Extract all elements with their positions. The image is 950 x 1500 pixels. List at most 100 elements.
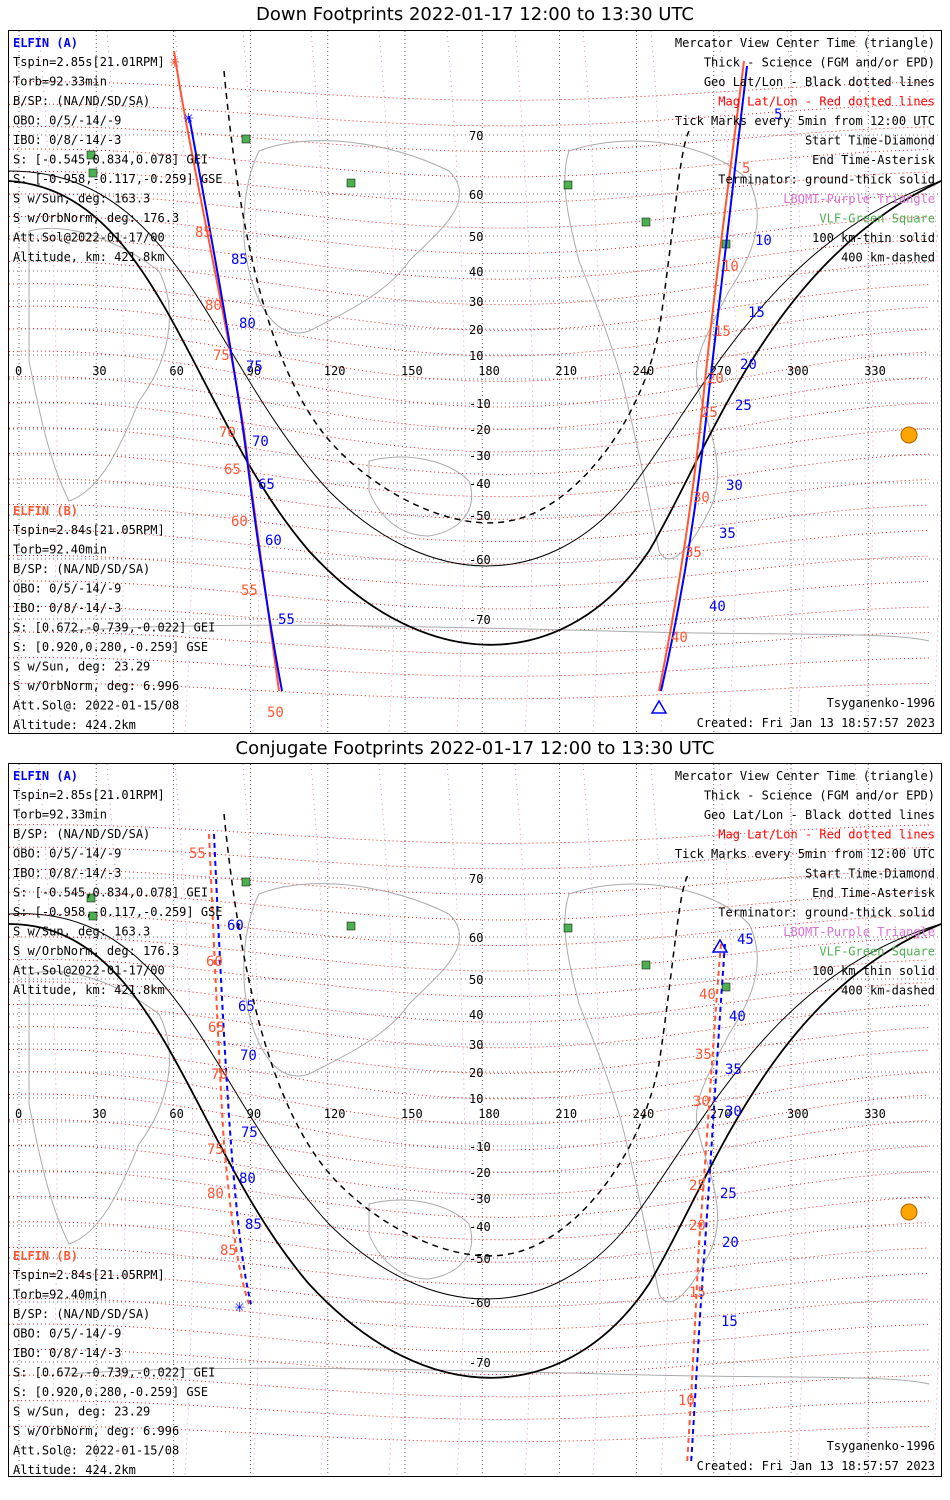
track-time-tick-label: 15 bbox=[721, 1314, 738, 1330]
vlf-station-marker bbox=[88, 168, 98, 178]
legend-line: VLF-Green Square bbox=[819, 945, 935, 959]
geo-latitude-label: 70 bbox=[469, 872, 483, 886]
mag-meridian-line bbox=[514, 764, 534, 1476]
mag-latitude-line bbox=[9, 1119, 930, 1173]
mag-meridian-line bbox=[310, 31, 330, 733]
geo-longitude-label: 360 bbox=[941, 1107, 942, 1121]
elfin-a-info-line: Att.Sol@2022-01-17/00 bbox=[13, 964, 165, 978]
geo-latitude-label: 10 bbox=[469, 349, 483, 363]
mag-latitude-line bbox=[9, 1298, 930, 1330]
elfin-b-info-line: Tspin=2.84s[21.05RPM] bbox=[13, 523, 165, 537]
terminator-400km-line bbox=[223, 70, 690, 524]
track-elfin-b-line bbox=[660, 65, 748, 692]
geo-longitude-label: 240 bbox=[633, 364, 655, 378]
vlf-station-marker bbox=[346, 921, 356, 931]
track-time-tick-label: 75 bbox=[207, 1142, 224, 1158]
geo-latitude-label: -60 bbox=[469, 553, 491, 567]
track-time-tick-label: 80 bbox=[207, 1186, 224, 1202]
geo-longitude-label: 60 bbox=[169, 364, 183, 378]
track-time-tick-label: 85 bbox=[195, 225, 212, 241]
vlf-station-marker bbox=[86, 893, 96, 903]
track-time-tick-label: 80 bbox=[239, 316, 256, 332]
geo-latitude-label: -30 bbox=[469, 1192, 491, 1206]
elfin-a-info-line: Tspin=2.85s[21.01RPM] bbox=[13, 55, 165, 69]
vlf-station-marker bbox=[241, 877, 251, 887]
elfin-b-info-line: B/SP: (NA/ND/SD/SA) bbox=[13, 562, 150, 576]
geo-latitude-label: -10 bbox=[469, 397, 491, 411]
terminator-400km-line bbox=[223, 813, 690, 1257]
end-asterisk-icon: ✳ bbox=[234, 1296, 245, 1317]
continent-outline bbox=[368, 456, 473, 537]
track-time-tick-label: 70 bbox=[219, 425, 236, 441]
elfin-b-info-line: S: [0.672,-0.739,-0.022] GEI bbox=[13, 1366, 215, 1380]
geo-longitude-label: 150 bbox=[401, 1107, 423, 1121]
elfin-b-info-line: Tspin=2.84s[21.05RPM] bbox=[13, 1268, 165, 1282]
mag-latitude-line bbox=[9, 824, 930, 844]
continent-outline bbox=[368, 1199, 473, 1280]
geo-latitude-label: -50 bbox=[469, 1252, 491, 1266]
geo-latitude-label: 70 bbox=[469, 129, 483, 143]
legend-line: Geo Lat/Lon - Black dotted lines bbox=[704, 808, 935, 822]
geo-latitude-label: 60 bbox=[469, 188, 483, 202]
mag-latitude-line bbox=[9, 1400, 930, 1420]
mag-meridian-line bbox=[514, 31, 534, 733]
track-time-tick-label: 50 bbox=[267, 705, 284, 721]
track-time-tick-label: 30 bbox=[693, 1094, 710, 1110]
track-time-tick-label: 55 bbox=[189, 846, 206, 862]
terminator-100km-line bbox=[9, 913, 941, 1300]
mag-latitude-line bbox=[9, 81, 930, 101]
mag-latitude-line bbox=[9, 682, 930, 700]
track-time-tick-label: 30 bbox=[725, 1104, 742, 1120]
legend-line: Terminator: ground-thick solid bbox=[718, 906, 935, 920]
track-time-tick-label: 5 bbox=[774, 107, 782, 123]
geo-longitude-label: 330 bbox=[864, 364, 886, 378]
legend-line: Mercator View Center Time (triangle) bbox=[675, 36, 935, 50]
continent-outline bbox=[243, 140, 461, 334]
vlf-station-marker bbox=[88, 911, 98, 921]
legend-line: Thick - Science (FGM and/or EPD) bbox=[704, 789, 935, 803]
elfin-a-info-line: IBO: 0/8/-14/-3 bbox=[13, 133, 121, 147]
mag-latitude-line bbox=[9, 657, 930, 677]
track-time-tick-label: 60 bbox=[265, 533, 282, 549]
mag-latitude-line bbox=[9, 1093, 930, 1151]
track-time-tick-label: 55 bbox=[278, 612, 295, 628]
geo-latitude-label: -70 bbox=[469, 613, 491, 627]
geo-latitude-label: -20 bbox=[469, 423, 491, 437]
vlf-station-marker bbox=[241, 134, 251, 144]
geo-longitude-label: 150 bbox=[401, 364, 423, 378]
elfin-a-info-line: Tspin=2.85s[21.01RPM] bbox=[13, 788, 165, 802]
mag-meridian-line bbox=[446, 764, 466, 1476]
geo-latitude-label: -20 bbox=[469, 1166, 491, 1180]
continent-outline bbox=[243, 883, 461, 1077]
geo-longitude-label: 120 bbox=[324, 364, 346, 378]
continent-outline bbox=[564, 140, 758, 560]
elfin-b-info-line: Altitude: 424.2km bbox=[13, 718, 136, 732]
legend-line: Tick Marks every 5min from 12:00 UTC bbox=[675, 847, 935, 861]
track-time-tick-label: 80 bbox=[205, 298, 222, 314]
mag-latitude-line bbox=[9, 126, 930, 152]
geo-longitude-label: 180 bbox=[478, 364, 500, 378]
created-timestamp: Created: Fri Jan 13 18:57:57 2023 bbox=[697, 1459, 935, 1473]
track-time-tick-label: 25 bbox=[689, 1178, 706, 1194]
geo-longitude-label: 330 bbox=[864, 1107, 886, 1121]
mag-latitude-line bbox=[9, 1425, 930, 1443]
mag-latitude-line bbox=[9, 376, 930, 430]
mag-latitude-line bbox=[9, 1144, 930, 1196]
track-time-tick-label: 20 bbox=[722, 1235, 739, 1251]
track-time-tick-label: 75 bbox=[213, 348, 230, 364]
legend-line: Mercator View Center Time (triangle) bbox=[675, 769, 935, 783]
elfin-a-info-line: S: [-0.958,-0.117,-0.259] GSE bbox=[13, 172, 223, 186]
legend-line: End Time-Asterisk bbox=[812, 886, 936, 900]
track-time-tick-label: 10 bbox=[722, 259, 739, 275]
track-time-tick-label: 25 bbox=[701, 405, 718, 421]
mag-latitude-line bbox=[9, 580, 930, 610]
mag-latitude-line bbox=[9, 1048, 930, 1100]
elfin-b-info-line: S: [0.920,0.280,-0.259] GSE bbox=[13, 640, 208, 654]
elfin-b-label: ELFIN (B) bbox=[13, 504, 78, 518]
mag-latitude-line bbox=[9, 350, 930, 408]
elfin-a-info-line: Att.Sol@2022-01-17/00 bbox=[13, 231, 165, 245]
elfin-a-info-line: S: [-0.545,0.834,0.078] GEI bbox=[13, 153, 208, 167]
track-time-tick-label: 65 bbox=[238, 999, 255, 1015]
geo-latitude-label: 50 bbox=[469, 230, 483, 244]
track-time-tick-label: 15 bbox=[748, 305, 765, 321]
